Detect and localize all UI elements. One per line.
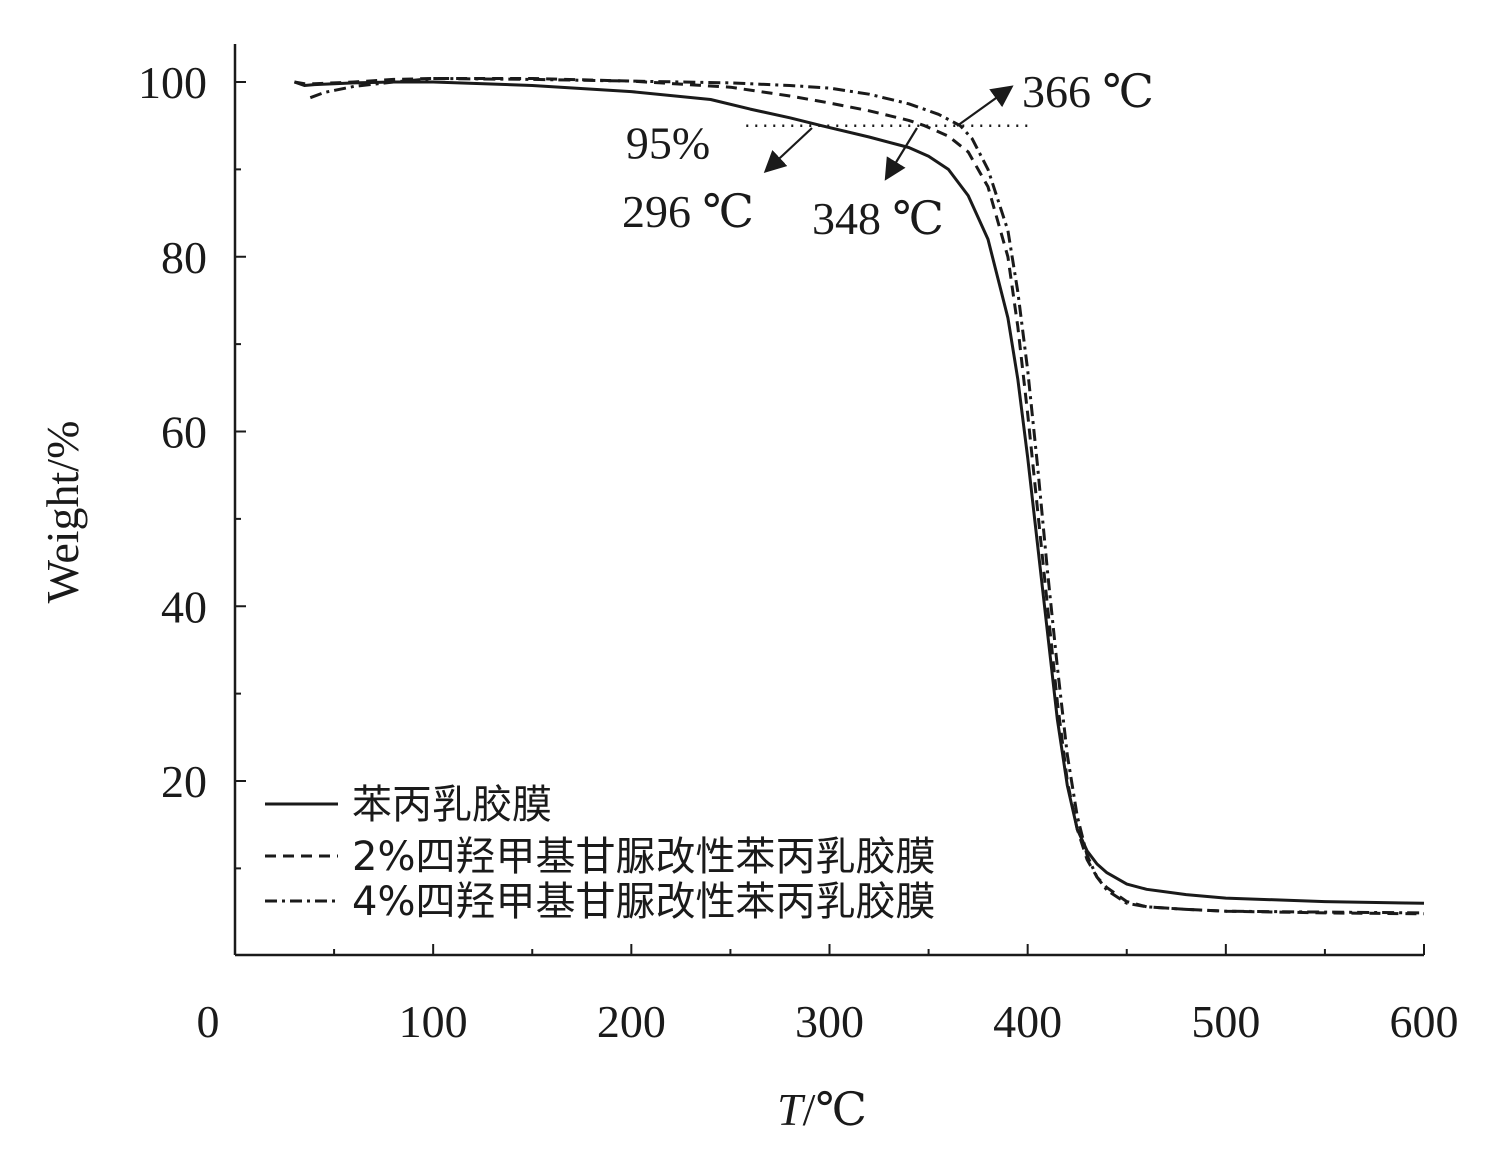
x-tick-label-0: 0: [197, 996, 220, 1047]
x-ticks: [234, 944, 1425, 955]
y-tick-label-20: 20: [161, 756, 207, 807]
annotation-arrow-296: [763, 127, 813, 174]
x-tick-label-200: 200: [597, 996, 666, 1047]
x-tick-labels: 0 100 200 300 400 500 600: [197, 996, 1459, 1047]
legend-label-latex-film: 苯丙乳胶膜: [352, 782, 552, 828]
x-axis-title-unit: /℃: [803, 1084, 867, 1135]
series-line-solid: [293, 80, 1425, 905]
series-line-dashdot: [309, 77, 1425, 915]
x-axis-title: T/℃: [777, 1084, 867, 1135]
x-tick-label-300: 300: [795, 996, 864, 1047]
series-line-dashed: [294, 77, 1425, 916]
series-group: [293, 77, 1425, 916]
annotation-label-348: 348 ℃: [812, 193, 944, 244]
legend-label-4pct: 4%四羟甲基甘脲改性苯丙乳胶膜: [352, 879, 935, 925]
y-axis-title: Weight/%: [37, 421, 88, 604]
annotation-label-296: 296 ℃: [622, 186, 754, 237]
x-tick-label-400: 400: [993, 996, 1062, 1047]
x-tick-label-600: 600: [1390, 996, 1459, 1047]
legend-label-2pct: 2%四羟甲基甘脲改性苯丙乳胶膜: [352, 834, 935, 880]
annotations: 296 ℃ 348 ℃ 366 ℃: [622, 66, 1154, 244]
annotation-label-366: 366 ℃: [1022, 66, 1154, 117]
annotation-arrow-366: [956, 85, 1014, 127]
y-tick-label-40: 40: [161, 581, 207, 632]
y-tick-label-80: 80: [161, 232, 207, 283]
legend: 苯丙乳胶膜 2%四羟甲基甘脲改性苯丙乳胶膜 4%四羟甲基甘脲改性苯丙乳胶膜: [265, 782, 935, 925]
y-tick-labels: 20 40 60 80 100: [138, 57, 207, 807]
annotation-arrow-348: [884, 127, 918, 181]
x-axis-title-symbol: T: [777, 1084, 806, 1135]
y-ticks: [235, 81, 246, 870]
x-tick-label-100: 100: [399, 996, 468, 1047]
y-tick-label-100: 100: [138, 57, 207, 108]
reference-label-95: 95%: [626, 118, 710, 169]
x-tick-label-500: 500: [1191, 996, 1260, 1047]
y-tick-label-60: 60: [161, 407, 207, 458]
